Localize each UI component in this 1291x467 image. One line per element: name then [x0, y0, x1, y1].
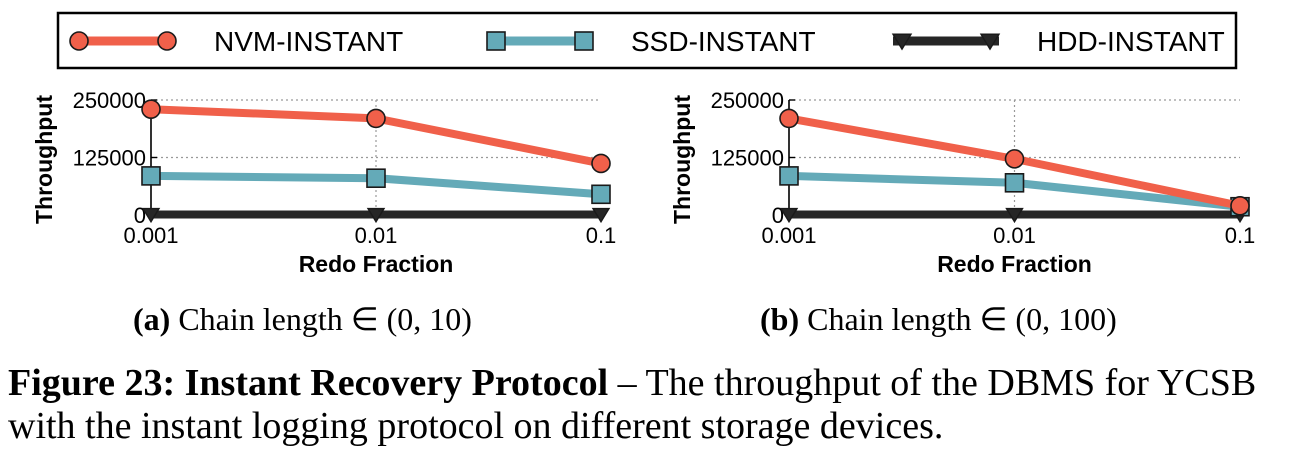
chart-b-y-axis-title: Throughput — [669, 95, 695, 224]
chart-a-y-axis-title: Throughput — [31, 95, 57, 224]
caption-label: Figure 23: Instant Recovery Protocol — [8, 362, 609, 404]
chart-a-series-hdd-instant-point — [141, 207, 161, 224]
chart-a-x-axis-title: Redo Fraction — [299, 251, 454, 277]
chart-b-series-ssd-instant-point — [779, 166, 799, 186]
legend-ssd-instant-marker-end — [574, 31, 594, 51]
legend-nvm-instant-label: NVM-INSTANT — [214, 26, 403, 57]
chart-b-y-tick-label: 125000 — [711, 146, 784, 171]
legend-hdd-instant-marker-end — [979, 33, 1001, 51]
chart-b-series-nvm-instant-point — [779, 108, 799, 129]
subcaption-a: (a) Chain length ∈ (0, 10) — [133, 300, 472, 338]
chart-a-series-hdd-instant-point — [366, 207, 386, 224]
legend-hdd-instant-label: HDD-INSTANT — [1037, 26, 1225, 57]
chart-a-series-ssd-instant-point — [591, 184, 611, 205]
caption-text: – The throughput of the DBMS for YCSB wi… — [8, 362, 1257, 447]
chart-a-series-ssd-instant-point — [141, 166, 161, 186]
legend-nvm-instant-marker-start — [69, 31, 89, 51]
chart-b-series-nvm-instant-point — [1230, 196, 1250, 216]
subcaption-b: (b) Chain length ∈ (0, 100) — [760, 300, 1117, 338]
chart-a-x-tick-label: 0.001 — [123, 223, 178, 248]
chart-b-x-axis-title: Redo Fraction — [937, 251, 1092, 277]
legend-ssd-instant-marker-start — [486, 31, 506, 51]
chart-b-x-tick-label: 0.01 — [993, 223, 1036, 248]
chart-b-x-tick-label: 0.1 — [1225, 223, 1256, 248]
chart-a-y-tick-label: 250000 — [73, 88, 146, 113]
subcaption-a-letter: (a) — [133, 301, 171, 337]
chart-a-series-hdd-instant-point — [591, 207, 611, 224]
chart-b-series-nvm-instant-point — [1004, 149, 1025, 169]
legend: NVM-INSTANT SSD-INSTANT HDD-INSTANT — [56, 11, 1238, 70]
chart-a-series-nvm-instant-point — [591, 153, 611, 174]
subcaption-b-text: Chain length ∈ (0, 100) — [807, 301, 1117, 337]
chart-b-y-tick-label: 250000 — [711, 88, 784, 113]
subcaption-a-text: Chain length ∈ (0, 10) — [178, 301, 472, 337]
chart-a-y-tick-label: 125000 — [73, 146, 146, 171]
legend-nvm-instant-marker-end — [157, 31, 177, 51]
chart-b-series-ssd-instant-point — [1004, 173, 1025, 193]
subcaption-b-letter: (b) — [760, 301, 800, 337]
figure-caption: Figure 23: Instant Recovery Protocol – T… — [8, 362, 1288, 448]
legend-hdd-instant-marker-start — [891, 33, 913, 51]
legend-box — [56, 11, 1238, 70]
chart-a-x-tick-label: 0.01 — [355, 223, 398, 248]
chart-a-series-nvm-instant-point — [141, 99, 161, 119]
chart-b-series-hdd-instant-point — [1005, 207, 1024, 224]
legend-ssd-instant-label: SSD-INSTANT — [631, 26, 816, 57]
chart-b-series-hdd-instant-point — [779, 207, 799, 224]
chart-a-x-tick-label: 0.1 — [586, 223, 617, 248]
chart-a-series-ssd-instant-point — [366, 168, 386, 188]
chart-a-series-nvm-instant-point — [366, 108, 386, 129]
chart-b-x-tick-label: 0.001 — [761, 223, 816, 248]
